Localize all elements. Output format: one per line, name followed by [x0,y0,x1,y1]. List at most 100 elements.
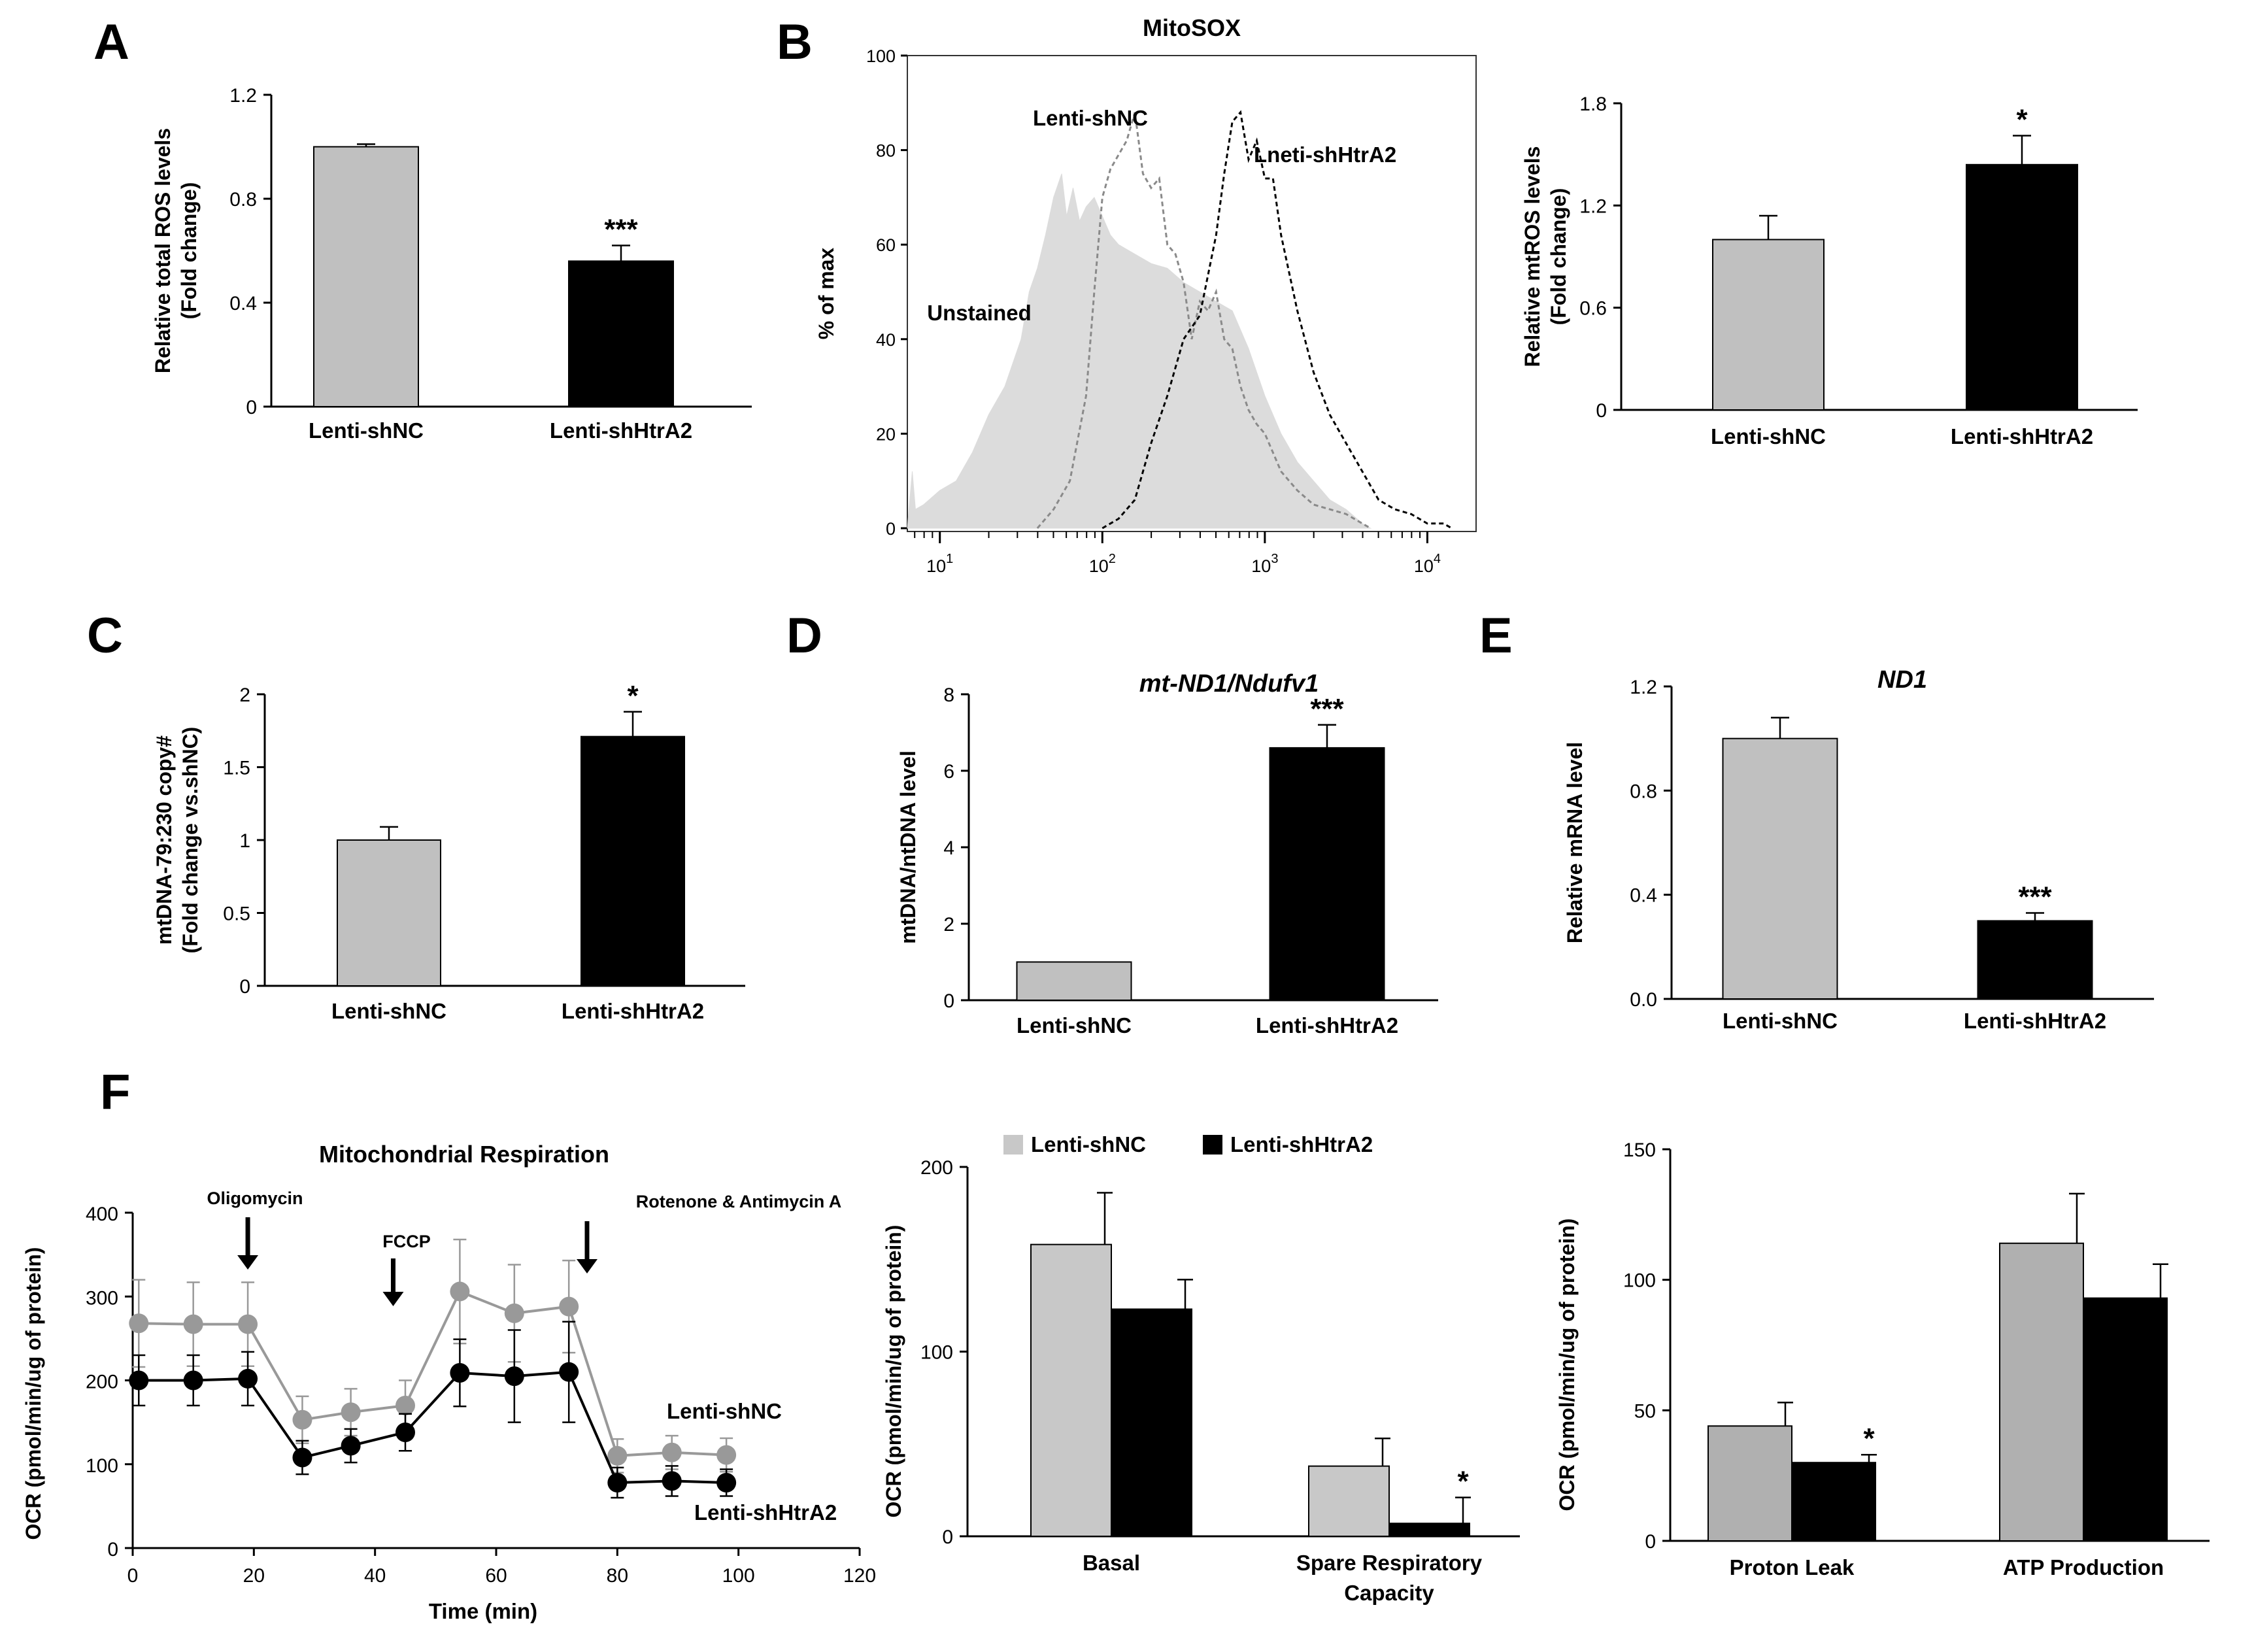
panel-e-y-tick-label: 1.2 [1630,677,1657,698]
panel-c-y-tick-label: 0 [239,976,250,998]
panel-f2-legend-label: Lenti-shNC [1031,1132,1146,1156]
panel-d-significance: *** [1310,693,1344,725]
panel-e-y-tick-label: 0.0 [1630,989,1657,1011]
panel-b2-y-tick-label: 1.2 [1579,195,1607,217]
panel-f1-shnc-point [559,1297,579,1317]
panel-e-title: ND1 [1877,666,1927,694]
panel-b-y-tick-label: 0 [886,519,896,539]
panel-f1-shhtra2-line [139,1372,726,1483]
panel-letter-b: B [777,14,813,70]
panel-f3-bar [2000,1243,2083,1541]
panel-d-y-tick-label: 6 [943,761,954,783]
panel-c-y-tick-label: 1 [239,830,250,852]
panel-f2-legend-label: Lenti-shHtrA2 [1230,1132,1373,1156]
panel-e-category-label: Lenti-shHtrA2 [1964,1009,2106,1033]
panel-f1-shhtra2-point [716,1473,736,1492]
panel-f1-arrow-head [237,1255,258,1270]
panel-f1-label-shnc: Lenti-shNC [667,1399,782,1423]
panel-f1-shnc-point [395,1396,415,1415]
panel-f1-shnc-point [716,1445,736,1465]
panel-f2-category-label: Spare Respiratory [1296,1551,1483,1575]
figure-canvas: A B C D E F 00.40.81.2Lenti-shNC***Lenti… [0,0,2254,1652]
panel-f1-shnc-point [238,1315,258,1334]
panel-f2-legend-swatch [1203,1135,1222,1155]
panel-b-label-shnc: Lenti-shNC [1033,106,1148,130]
panel-f1-shhtra2-point [505,1366,524,1386]
panel-f1-arrow-head [577,1259,597,1273]
panel-letter-e: E [1479,608,1513,664]
panel-c-category-label: Lenti-shNC [331,999,446,1023]
panel-f1-shhtra2-point [292,1447,312,1467]
panel-c-category-label: Lenti-shHtrA2 [562,999,704,1023]
panel-f1-title: Mitochondrial Respiration [319,1141,609,1168]
panel-f3-bar [1792,1462,1876,1541]
panel-b-y-tick-label: 40 [876,330,896,350]
panel-f2-y-tick-label: 200 [920,1157,953,1179]
panel-f1-y-tick-label: 200 [86,1372,118,1393]
panel-b-unstained-curve [907,174,1370,528]
panel-f2-bar [1389,1523,1470,1536]
panel-e-significance: *** [2018,881,2052,913]
panel-f3-y-tick-label: 50 [1634,1400,1656,1422]
panel-f1-x-tick-label: 40 [364,1565,386,1587]
panel-d-bar [1270,748,1385,1000]
panel-letter-d: D [786,608,822,664]
panel-c-significance: * [627,680,639,712]
panel-f2-y-axis-label: OCR (pmol/min/ug of protein) [882,1225,905,1518]
panel-f3-y-tick-label: 150 [1623,1139,1656,1161]
panel-f1-y-tick-label: 400 [86,1204,118,1225]
panel-e-bar [1978,921,2093,1000]
panel-b-y-tick-label: 100 [866,46,896,66]
panel-e-y-axis-label: Relative mRNA level [1563,742,1587,943]
panel-f1-y-tick-label: 100 [86,1455,118,1477]
panel-b-y-tick-label: 80 [876,141,896,161]
panel-f3-category-label: Proton Leak [1730,1555,1855,1579]
panel-c-y-axis-label: (Fold change vs.shNC) [178,727,202,954]
panel-b2-y-tick-label: 0.6 [1579,298,1607,320]
panel-f1-x-tick-label: 100 [722,1565,755,1587]
panel-f1-shhtra2-point [607,1473,627,1492]
panel-f3-bar [2083,1298,2167,1541]
panel-a-category-label: Lenti-shNC [309,418,424,443]
panel-c-y-tick-label: 2 [239,684,250,706]
panel-letter-a: A [93,14,129,70]
panel-f1-shnc-line [139,1292,726,1456]
panel-f1-x-tick-label: 120 [843,1565,876,1587]
panel-a-category-label: Lenti-shHtrA2 [550,418,692,443]
panel-d-bar [1017,962,1132,1001]
panel-letter-f: F [100,1064,130,1120]
panel-f1-shnc-point [662,1443,682,1462]
panel-f2-category-label: Basal [1083,1551,1140,1575]
panel-a-significance: *** [604,214,638,246]
panel-e-y-tick-label: 0.4 [1630,885,1657,907]
panel-d-title: mt-ND1/Ndufv1 [1139,670,1319,698]
panel-b-x-tick-label: 104 [1414,552,1441,576]
panel-b-x-tick-label: 102 [1089,552,1116,576]
panel-b-title: MitoSOX [1143,14,1241,41]
panel-f1-shnc-point [341,1402,361,1422]
panel-b2-category-label: Lenti-shNC [1711,424,1826,448]
panel-f1-shnc-point [450,1282,469,1302]
panel-b-mitosox-histogram: MitoSOX 0 20 40 60 80 100 101 102 103 104 % of max L… [815,14,1476,576]
panel-f-leak-atp-bars: 0 50 100 150 * Proton Leak ATP Production OCR (… [1555,1139,2210,1579]
panel-f1-arrow-head [382,1292,403,1306]
panel-c-mtdna-copy: 0 0.5 1 1.5 2 Lenti-shNC * Lenti-shHtrA2 mtDNA-7… [152,680,745,1023]
panel-f1-shhtra2-point [129,1371,148,1391]
panel-f1-shhtra2-point [184,1371,203,1391]
panel-f3-y-tick-label: 0 [1645,1531,1656,1553]
panel-b-label-shhtra2: Lneti-shHtrA2 [1254,143,1396,167]
panel-f-respiration-line: 01002003004000 20 40 60 80 100 120Time (min)OC… [22,1141,876,1623]
panel-d-y-axis-label: mtDNA/ntDNA level [896,750,920,944]
panel-b-x-tick-label: 103 [1251,552,1278,576]
panel-f1-shhtra2-point [662,1471,682,1491]
panel-f2-bar [1309,1466,1389,1536]
panel-f1-shhtra2-point [450,1363,469,1383]
panel-f1-shhtra2-point [395,1423,415,1442]
panel-f1-shnc-point [184,1315,203,1334]
panel-f1-annotation: Oligomycin [207,1188,303,1208]
panel-c-y-tick-label: 1.5 [223,758,250,779]
panel-f1-y-axis-label: OCR (pmol/min/ug of protein) [22,1247,45,1540]
panel-f1-shhtra2-point [238,1369,258,1389]
panel-f1-shhtra2-point [559,1362,579,1382]
panel-e-y-tick-label: 0.8 [1630,781,1657,802]
